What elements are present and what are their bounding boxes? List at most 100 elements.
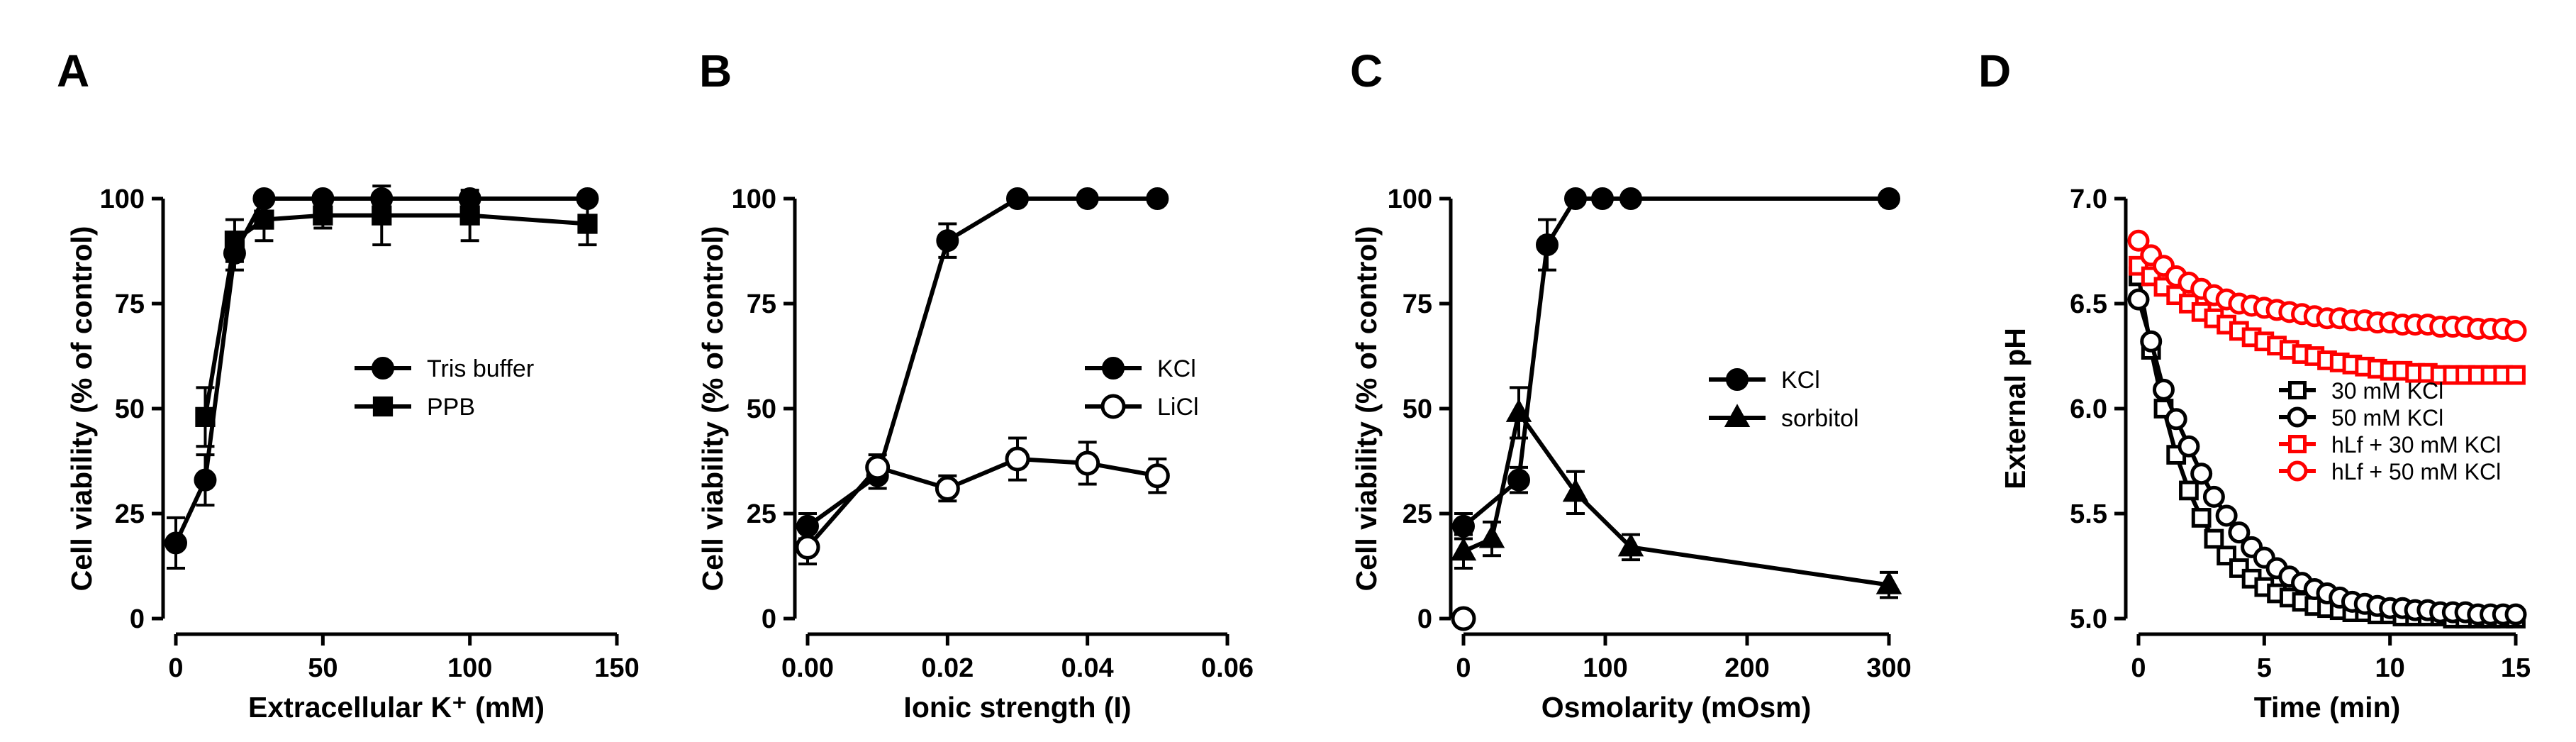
data-point xyxy=(2504,319,2527,342)
data-point xyxy=(313,205,333,226)
data-point xyxy=(254,209,274,230)
x-tick-label: 5 xyxy=(2257,653,2272,683)
legend-label: KCl xyxy=(1157,355,1196,382)
y-tick-label: 100 xyxy=(100,184,145,214)
y-tick-label: 50 xyxy=(1403,394,1432,424)
y-axis-label: External pH xyxy=(1999,328,2031,489)
y-tick-label: 0 xyxy=(762,604,776,634)
legend-label: LiCl xyxy=(1157,394,1199,421)
x-tick-label: 100 xyxy=(1583,653,1627,683)
y-tick-label: 75 xyxy=(747,289,776,319)
y-tick-label: 100 xyxy=(732,184,776,214)
legend-marker xyxy=(1724,404,1751,427)
series-licl xyxy=(795,436,1170,566)
axes: 0 25 50 75 100 0 50 100 150 xyxy=(100,184,640,683)
data-point xyxy=(936,229,959,253)
legend: KCl sorbitol xyxy=(1709,367,1859,432)
data-point xyxy=(577,214,598,234)
legend-marker xyxy=(2287,406,2308,428)
y-axis-label: Cell viability (% of control) xyxy=(65,226,98,592)
data-point xyxy=(1450,537,1477,561)
series-line xyxy=(203,213,588,418)
y-tick-label: 50 xyxy=(115,394,145,424)
y-tick-label: 5.5 xyxy=(2070,499,2107,529)
data-point xyxy=(165,531,187,555)
data-point xyxy=(1617,533,1644,557)
data-point xyxy=(2152,378,2175,401)
panel-c: C 0 25 50 75 100 0 100 200 300 Osmolarity (mOsm) Ce… xyxy=(1350,45,1912,724)
data-point xyxy=(224,231,245,251)
data-point xyxy=(1507,468,1530,492)
data-point xyxy=(1536,233,1559,257)
data-point xyxy=(1005,446,1030,472)
y-tick-label: 75 xyxy=(115,289,145,319)
y-tick-label: 100 xyxy=(1388,184,1432,214)
y-axis-label: Cell viability (% of control) xyxy=(696,226,729,592)
data-point xyxy=(1564,187,1587,210)
legend-label: Tris buffer xyxy=(427,355,534,382)
data-point xyxy=(2228,521,2251,544)
data-point xyxy=(1878,187,1900,210)
x-tick-label: 0.04 xyxy=(1061,653,1114,683)
panel-letter: B xyxy=(699,45,732,96)
y-tick-label: 0 xyxy=(130,604,145,634)
data-point xyxy=(1075,450,1100,476)
panel-letter: A xyxy=(57,45,89,96)
legend-label: PPB xyxy=(427,394,475,421)
x-axis-label: Osmolarity (mOsm) xyxy=(1541,691,1812,724)
x-tick-label: 150 xyxy=(594,653,639,683)
axes: 0 25 50 75 100 0 100 200 300 xyxy=(1388,184,1912,683)
data-point xyxy=(194,468,217,492)
legend-label: 30 mM KCl xyxy=(2331,378,2443,404)
data-point xyxy=(1505,399,1532,422)
legend-label: hLf + 30 mM KCl xyxy=(2331,432,2501,458)
x-tick-label: 0 xyxy=(2131,653,2146,683)
x-tick-label: 15 xyxy=(2501,653,2531,683)
legend-label: KCl xyxy=(1781,367,1820,394)
series-line xyxy=(806,196,1158,528)
data-point xyxy=(1144,463,1170,489)
x-tick-label: 50 xyxy=(308,653,338,683)
series-line xyxy=(805,457,1158,549)
data-point xyxy=(795,534,820,560)
y-tick-label: 25 xyxy=(747,499,776,529)
data-point xyxy=(2140,330,2163,353)
series-50-mm-kcl xyxy=(2127,288,2527,626)
y-tick-label: 50 xyxy=(747,394,776,424)
legend-marker xyxy=(2288,435,2307,453)
series-hlf-30-mm-kcl xyxy=(2129,255,2526,385)
data-point xyxy=(1006,187,1029,210)
legend-label: hLf + 50 mM KCl xyxy=(2331,459,2501,484)
data-point xyxy=(2191,508,2212,528)
axes: 5.0 5.5 6.0 6.5 7.0 0 5 10 15 xyxy=(2070,184,2531,683)
data-point xyxy=(372,205,392,226)
data-point xyxy=(2179,480,2199,501)
data-point xyxy=(2204,528,2224,549)
legend-marker xyxy=(1100,394,1126,419)
data-point xyxy=(935,475,960,501)
legend-label: sorbitol xyxy=(1781,405,1859,432)
x-tick-label: 0.06 xyxy=(1201,653,1254,683)
legend: KCl LiCl xyxy=(1085,355,1199,421)
legend-marker xyxy=(2287,460,2308,482)
y-tick-label: 25 xyxy=(1403,499,1432,529)
data-point xyxy=(2127,229,2150,252)
data-point xyxy=(1619,187,1642,210)
x-tick-label: 0.00 xyxy=(781,653,834,683)
x-tick-label: 300 xyxy=(1866,653,1911,683)
panel-a: A 0 25 50 75 100 0 50 100 150 Extracellular K⁺ (mM… xyxy=(57,45,640,724)
y-axis-label: Cell viability (% of control) xyxy=(1350,226,1383,592)
legend-marker xyxy=(2288,381,2307,399)
series-sorbitol xyxy=(1450,386,1902,599)
data-point xyxy=(1146,187,1169,210)
y-tick-label: 0 xyxy=(1417,604,1432,634)
series-kcl xyxy=(1452,187,1900,541)
legend-label: 50 mM KCl xyxy=(2331,405,2443,431)
panel-letter: C xyxy=(1350,45,1383,96)
series-hlf-50-mm-kcl xyxy=(2127,229,2527,342)
x-tick-label: 0 xyxy=(1456,653,1471,683)
legend-marker xyxy=(372,396,394,417)
y-tick-label: 25 xyxy=(115,499,145,529)
data-point xyxy=(2215,504,2238,527)
